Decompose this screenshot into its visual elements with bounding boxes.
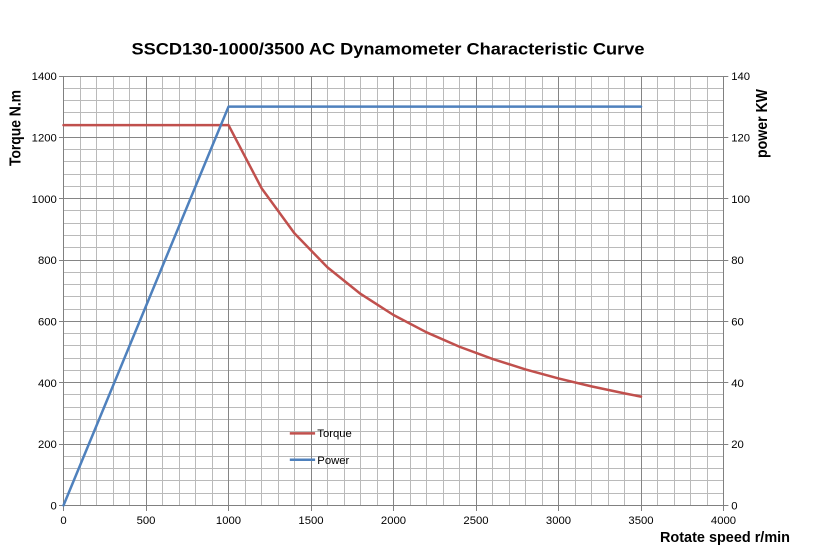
svg-text:40: 40 [731,378,744,390]
svg-text:140: 140 [731,71,750,83]
svg-text:0: 0 [60,515,66,527]
svg-text:Torque: Torque [317,428,352,440]
svg-text:power KW: power KW [754,89,771,158]
svg-text:Power: Power [317,455,349,467]
svg-text:2000: 2000 [381,515,406,527]
svg-text:3000: 3000 [546,515,571,527]
svg-text:2500: 2500 [463,515,488,527]
svg-text:60: 60 [731,317,744,329]
svg-text:1000: 1000 [216,515,241,527]
svg-text:1400: 1400 [32,71,57,83]
svg-text:0: 0 [51,501,57,513]
svg-text:120: 120 [731,132,750,144]
svg-text:1200: 1200 [32,132,57,144]
svg-text:3500: 3500 [628,515,653,527]
svg-text:4000: 4000 [711,515,736,527]
svg-text:400: 400 [38,378,57,390]
svg-text:500: 500 [137,515,156,527]
svg-text:Rotate speed r/min: Rotate speed r/min [660,530,790,546]
svg-text:1500: 1500 [298,515,323,527]
svg-text:100: 100 [731,194,750,206]
svg-text:1000: 1000 [32,194,57,206]
svg-text:600: 600 [38,317,57,329]
svg-text:20: 20 [731,439,744,451]
svg-text:80: 80 [731,255,744,267]
svg-text:800: 800 [38,255,57,267]
svg-text:200: 200 [38,439,57,451]
svg-text:Torque N.m: Torque N.m [8,90,25,166]
svg-text:0: 0 [731,501,737,513]
svg-text:SSCD130-1000/3500 AC Dynamomet: SSCD130-1000/3500 AC Dynamometer Charact… [132,39,645,58]
